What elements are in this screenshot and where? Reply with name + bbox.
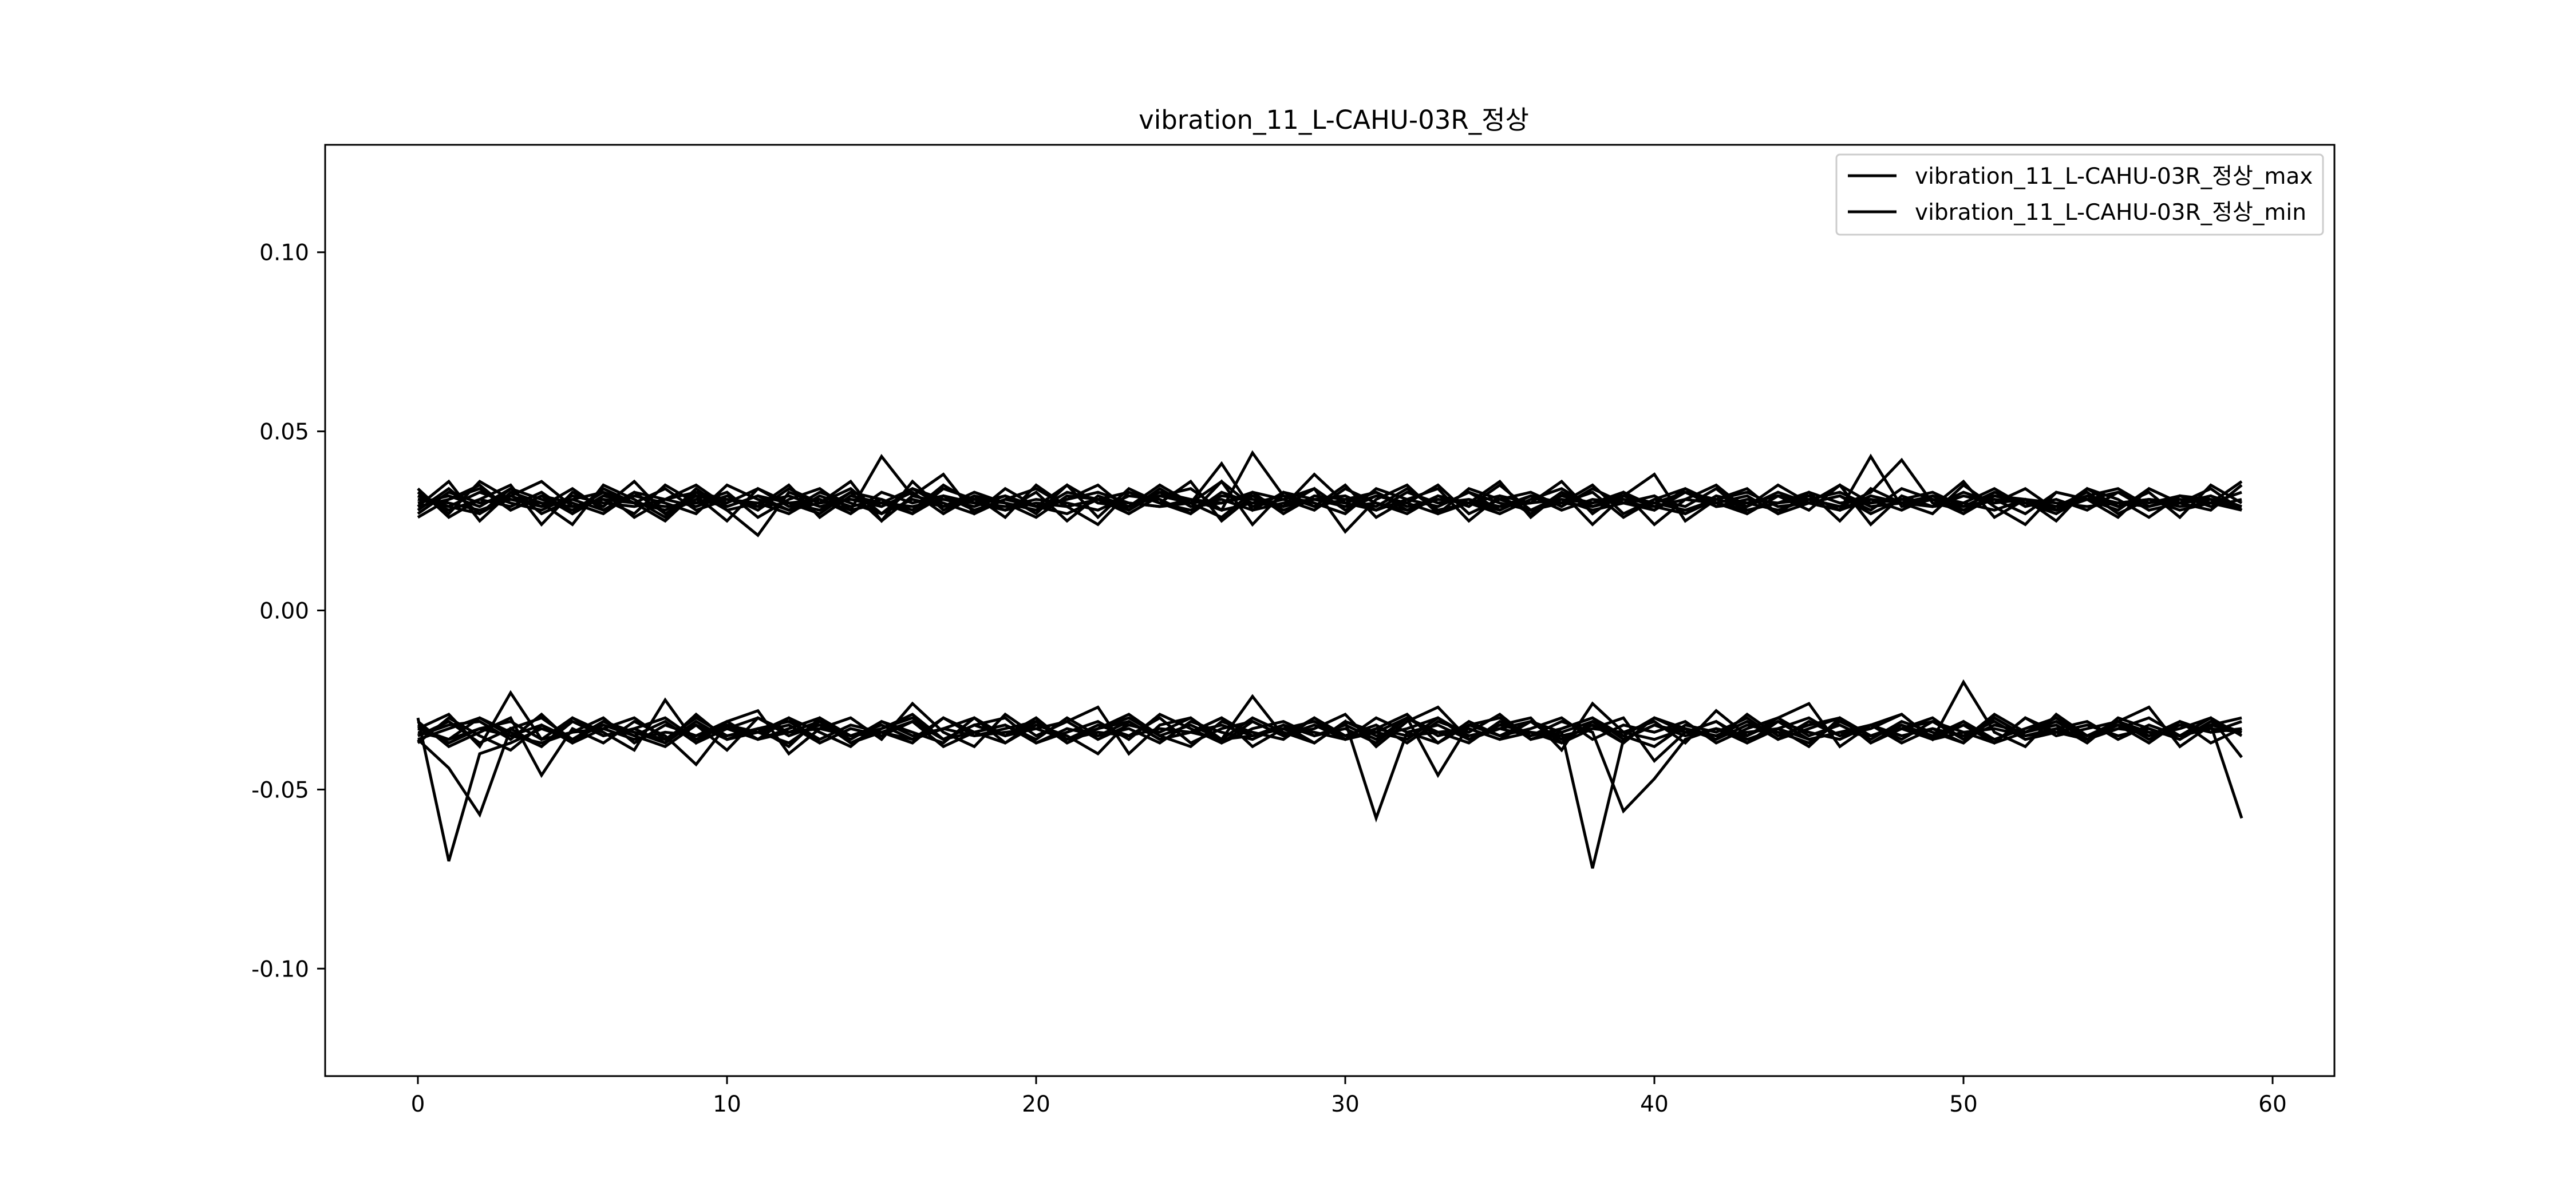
series-line-max-9 (417, 472, 2243, 537)
series-line-max-10 (417, 453, 2242, 523)
x-tick-label: 0 (411, 1092, 425, 1117)
y-tick-label: 0.00 (259, 599, 309, 624)
x-tick-label: 40 (1640, 1092, 1669, 1117)
x-tick-label: 10 (713, 1092, 741, 1117)
legend-label-min: vibration_11_L-CAHU-03R_정상_min (1915, 200, 2306, 226)
x-tick-label: 30 (1331, 1092, 1360, 1117)
series-line-min-18 (417, 712, 2243, 752)
chart-title: vibration_11_L-CAHU-03R_정상 (1139, 105, 1529, 135)
legend: vibration_11_L-CAHU-03R_정상_max vibration… (1835, 153, 2324, 236)
legend-box (1835, 153, 2324, 236)
series-line-min-22 (417, 715, 2243, 758)
x-tick-label: 60 (2258, 1092, 2287, 1117)
series-line-max-7 (417, 497, 2242, 512)
y-tick-label: 0.05 (259, 420, 309, 445)
series-line-max-11 (417, 457, 2243, 519)
y-tick-label: -0.10 (251, 956, 309, 982)
x-tick-label: 50 (1949, 1092, 1978, 1117)
series-lines (416, 450, 2243, 869)
series-line-min-20 (417, 716, 2242, 745)
x-axis: 0 10 20 30 40 50 60 (411, 1076, 2287, 1117)
x-tick-label: 20 (1022, 1092, 1050, 1117)
y-tick-label: -0.05 (251, 777, 309, 803)
y-axis: -0.10 -0.05 0.00 0.05 0.10 (251, 240, 325, 982)
y-tick-label: 0.10 (259, 240, 309, 266)
legend-label-max: vibration_11_L-CAHU-03R_정상_max (1915, 164, 2313, 189)
